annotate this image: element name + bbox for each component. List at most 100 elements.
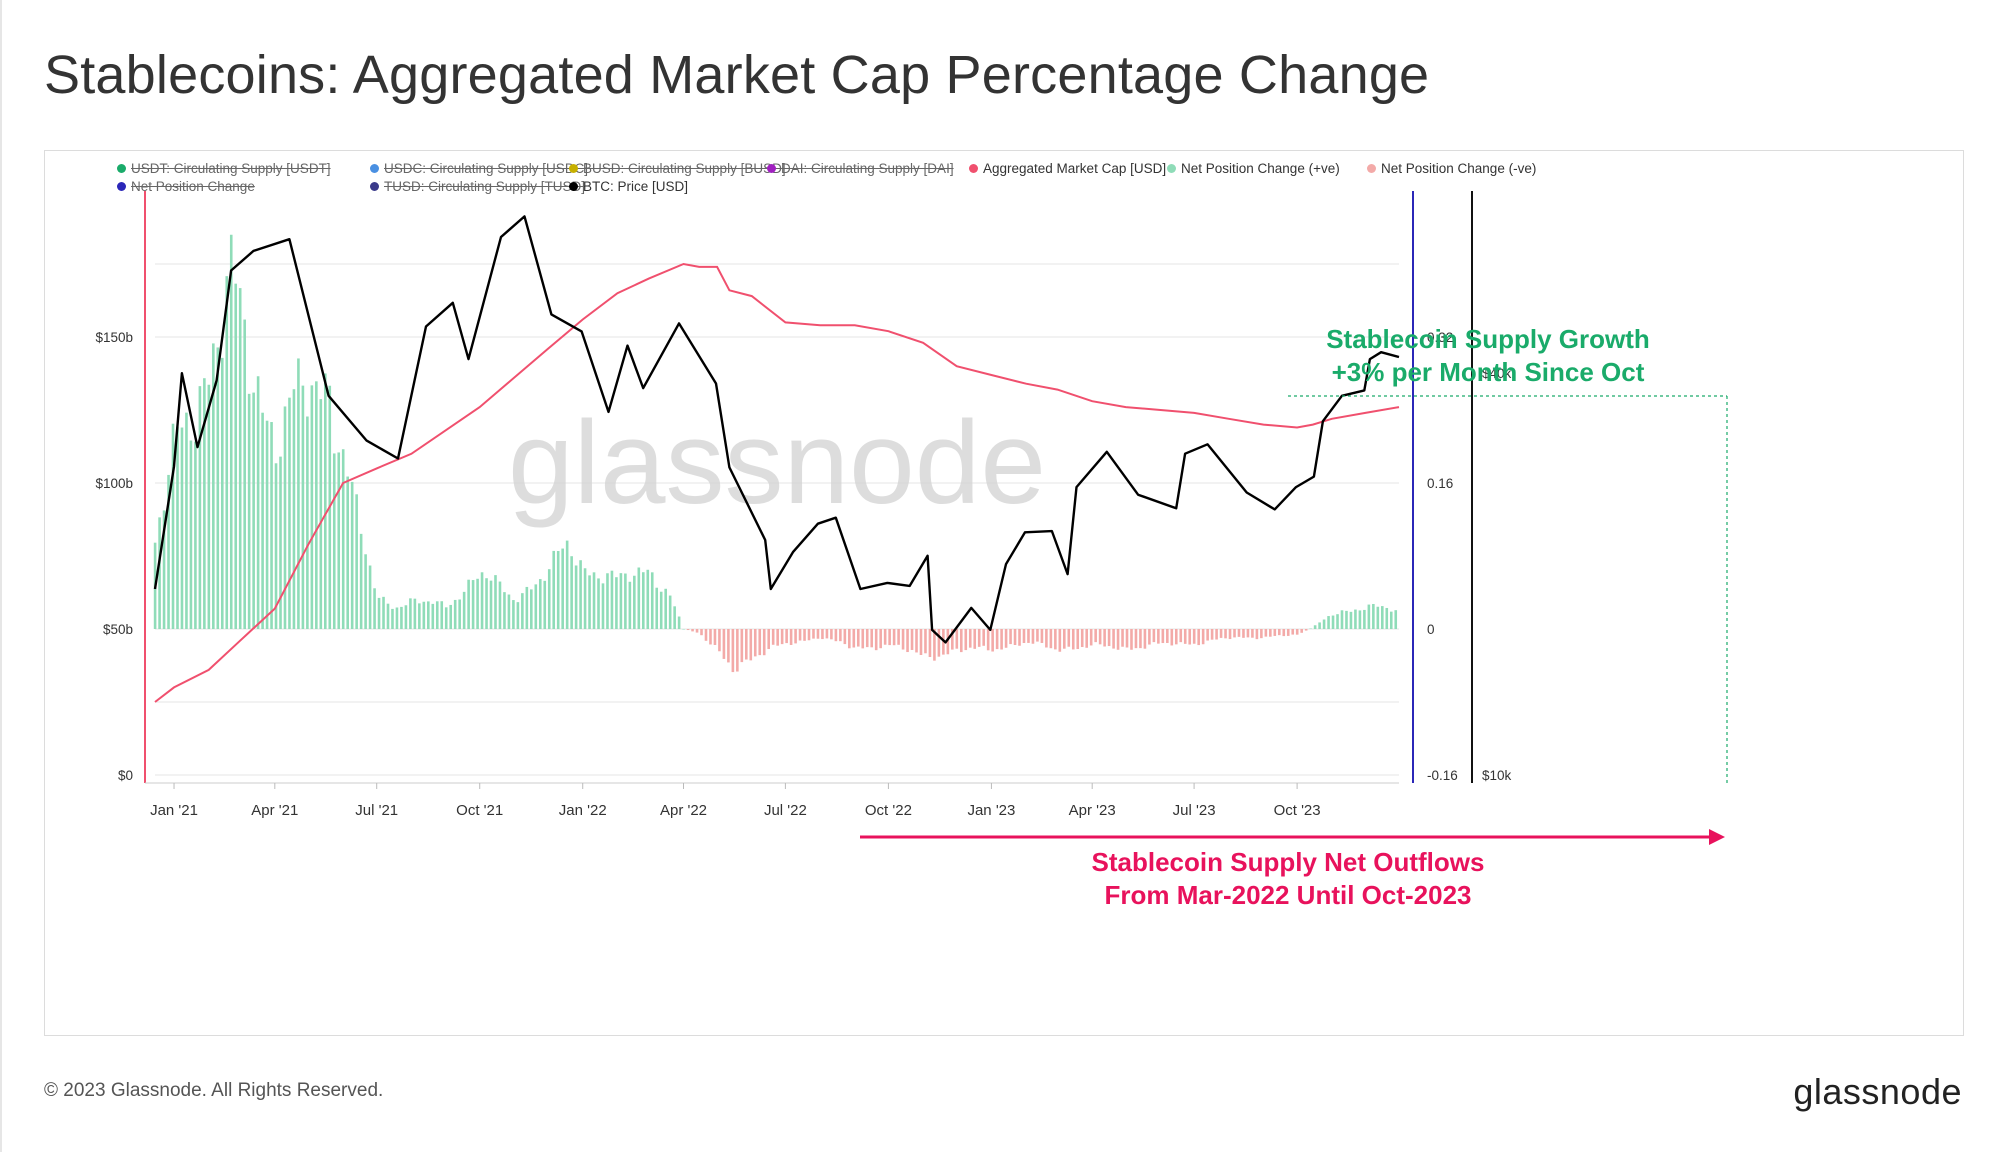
net-position-bar-negative <box>861 629 865 649</box>
left-axis-tick-label: $100b <box>95 476 133 491</box>
net-position-bar-positive <box>498 581 502 629</box>
net-position-bar-negative <box>1233 629 1236 638</box>
net-position-bar-positive <box>391 608 394 629</box>
net-position-bar-negative <box>731 629 735 673</box>
legend-item-btc-price-usd[interactable]: BTC: Price [USD] <box>569 179 688 194</box>
net-position-bar-negative <box>1206 629 1209 641</box>
net-position-bar-negative <box>1022 629 1026 643</box>
net-position-bar-negative <box>1282 629 1286 637</box>
copyright: © 2023 Glassnode. All Rights Reserved. <box>44 1080 384 1101</box>
net-position-bar-negative <box>1058 629 1062 652</box>
net-position-bar-negative <box>709 629 712 645</box>
net-position-bar-negative <box>1067 629 1071 647</box>
net-position-bar-positive <box>203 378 206 629</box>
net-position-bar-positive <box>646 569 650 629</box>
net-position-bar-negative <box>776 629 779 646</box>
legend-item-tusd-circulating-supply-tusd[interactable]: TUSD: Circulating Supply [TUSD] <box>370 179 585 194</box>
net-position-bar-negative <box>888 629 891 646</box>
net-position-bar-negative <box>1255 629 1259 640</box>
net-position-bar-positive <box>176 426 179 629</box>
net-position-bar-negative <box>1085 629 1089 648</box>
left-axis-tick-label: $150b <box>95 330 133 345</box>
net-position-bar-positive <box>458 599 461 629</box>
net-position-bar-negative <box>1300 629 1303 633</box>
legend-item-aggregated-market-cap-usd[interactable]: Aggregated Market Cap [USD] <box>969 161 1166 176</box>
net-position-bar-positive <box>1345 610 1348 629</box>
net-position-bar-negative <box>1063 629 1066 649</box>
net-position-bar-negative <box>1269 629 1272 637</box>
net-position-bar-negative <box>1201 629 1205 645</box>
net-position-bar-positive <box>682 629 685 630</box>
net-position-bar-negative <box>686 629 690 631</box>
net-position-bar-positive <box>673 606 676 629</box>
net-position-bar-negative <box>1291 629 1295 635</box>
net-position-bar-negative <box>794 629 797 644</box>
net-position-bar-negative <box>727 629 730 663</box>
net-position-bar-negative <box>1166 629 1169 643</box>
net-position-bar-negative <box>834 629 838 642</box>
net-position-bar-positive <box>592 572 596 629</box>
x-axis-tick-label: Oct '22 <box>865 802 912 819</box>
legend-item-busd-circulating-supply-busd[interactable]: BUSD: Circulating Supply [BUSD] <box>569 161 786 176</box>
net-position-bar-negative <box>780 629 784 645</box>
brand-logo[interactable]: glassnode <box>1793 1071 1962 1112</box>
net-position-bar-positive <box>247 393 251 629</box>
net-position-bar-negative <box>749 629 753 661</box>
net-position-bar-negative <box>1179 629 1183 643</box>
x-axis-tick-label: Jul '21 <box>355 802 398 819</box>
net-position-bar-positive <box>212 343 215 629</box>
net-position-bar-positive <box>315 381 318 629</box>
net-position-bar-positive <box>512 600 515 629</box>
net-position-bar-positive <box>270 422 273 629</box>
legend-dot-icon <box>569 164 578 173</box>
legend-item-net-position-change[interactable]: Net Position Change <box>117 179 255 194</box>
x-axis-tick-label: Oct '23 <box>1274 802 1321 819</box>
net-position-bar-negative <box>1031 629 1035 644</box>
net-position-bar-negative <box>807 629 811 641</box>
net-position-bar-positive <box>1367 604 1371 629</box>
net-position-bar-negative <box>879 629 882 649</box>
legend-item-net-position-change-ve[interactable]: Net Position Change (+ve) <box>1167 161 1340 176</box>
net-position-bar-negative <box>718 629 721 652</box>
net-position-bar-positive <box>404 605 408 629</box>
net-position-bar-negative <box>700 629 703 636</box>
net-position-bar-positive <box>368 565 372 629</box>
net-position-bar-negative <box>1094 629 1097 643</box>
net-position-bar-negative <box>1143 629 1147 649</box>
net-position-bar-positive <box>588 575 591 629</box>
net-position-bar-negative <box>1103 629 1106 647</box>
net-position-bar-positive <box>162 510 166 629</box>
net-position-bar-negative <box>892 629 896 646</box>
net-position-bar-positive <box>252 392 255 629</box>
net-position-bar-positive <box>261 412 264 629</box>
mid-axis-tick-label: 0.32 <box>1427 330 1453 345</box>
legend-item-usdc-circulating-supply-usdc[interactable]: USDC: Circulating Supply [USDC] <box>370 161 588 176</box>
net-position-bar-positive <box>220 357 224 629</box>
legend-item-net-position-change-ve[interactable]: Net Position Change (-ve) <box>1367 161 1536 176</box>
page-title: Stablecoins: Aggregated Market Cap Perce… <box>44 45 1430 105</box>
btc-price-line <box>153 215 1400 644</box>
net-position-bar-negative <box>1264 629 1268 637</box>
left-axis-tick-label: $0 <box>118 768 133 783</box>
net-position-bar-negative <box>1018 629 1021 646</box>
mid-axis-tick-label: -0.16 <box>1427 768 1458 783</box>
net-position-bar-positive <box>283 406 287 629</box>
net-position-bar-negative <box>1112 629 1115 649</box>
net-position-bar-negative <box>1228 629 1232 640</box>
legend-dot-icon <box>969 164 978 173</box>
net-position-bar-negative <box>812 629 815 639</box>
mid-axis-tick-label: 0 <box>1427 622 1435 637</box>
legend-item-dai-circulating-supply-dai[interactable]: DAI: Circulating Supply [DAI] <box>767 161 954 176</box>
net-position-bar-positive <box>503 592 506 629</box>
net-position-bar-negative <box>758 629 762 656</box>
net-position-bar-negative <box>946 629 950 655</box>
net-position-bar-positive <box>337 452 341 629</box>
legend-label: BUSD: Circulating Supply [BUSD] <box>583 161 786 176</box>
net-position-bar-positive <box>301 385 305 629</box>
net-position-bar-positive <box>323 373 327 629</box>
net-position-bar-positive <box>382 596 385 629</box>
legend-item-usdt-circulating-supply-usdt[interactable]: USDT: Circulating Supply [USDT] <box>117 161 331 176</box>
net-position-bar-positive <box>534 584 538 629</box>
net-position-bar-negative <box>1224 629 1227 639</box>
net-position-bar-positive <box>668 595 672 629</box>
